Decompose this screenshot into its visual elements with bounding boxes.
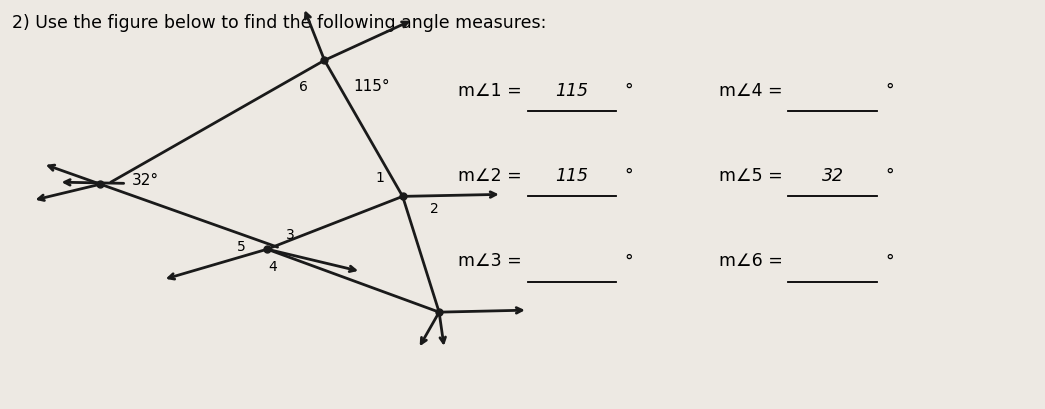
Text: m∠5 =: m∠5 = (719, 167, 788, 185)
Text: °: ° (625, 167, 633, 185)
Text: °: ° (885, 252, 893, 270)
Text: m∠1 =: m∠1 = (459, 82, 528, 100)
Text: 115: 115 (556, 167, 588, 185)
Text: 4: 4 (268, 261, 277, 274)
Text: 32: 32 (821, 167, 843, 185)
Text: °: ° (885, 167, 893, 185)
Text: 2) Use the figure below to find the following angle measures:: 2) Use the figure below to find the foll… (11, 13, 547, 31)
Text: 2: 2 (429, 202, 438, 216)
Text: m∠4 =: m∠4 = (719, 82, 788, 100)
Text: 5: 5 (237, 240, 246, 254)
Text: 115: 115 (556, 82, 588, 100)
Text: 3: 3 (285, 228, 295, 242)
Text: 1: 1 (375, 171, 385, 185)
Text: °: ° (625, 82, 633, 100)
Text: °: ° (885, 82, 893, 100)
Text: °: ° (625, 252, 633, 270)
Text: 115°: 115° (353, 79, 390, 94)
Text: 32°: 32° (132, 173, 159, 188)
Text: 6: 6 (299, 80, 308, 94)
Text: m∠2 =: m∠2 = (459, 167, 528, 185)
Text: m∠3 =: m∠3 = (459, 252, 528, 270)
Text: m∠6 =: m∠6 = (719, 252, 788, 270)
